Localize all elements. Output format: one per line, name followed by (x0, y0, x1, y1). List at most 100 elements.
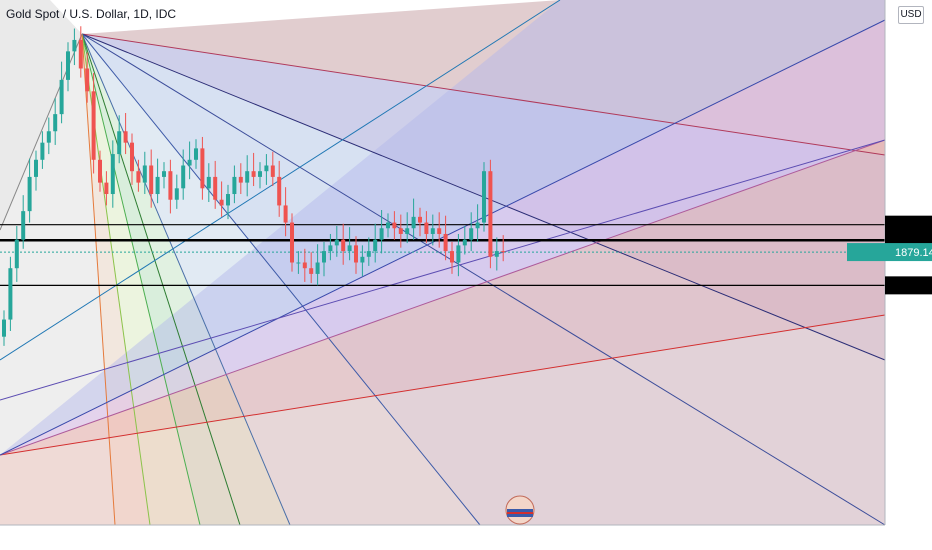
candle-body (475, 222, 480, 229)
flag-stripe (507, 512, 533, 514)
price-label-box (885, 276, 932, 295)
fan-ray (0, 139, 886, 456)
candle-body (21, 211, 26, 240)
last-price-label: 1879.14 (895, 247, 932, 259)
events-badge[interactable] (505, 495, 535, 525)
candle-body (405, 228, 410, 234)
candle-body (78, 39, 83, 69)
candle-body (91, 91, 96, 160)
candle-body (398, 228, 403, 234)
price-axis-background (885, 0, 932, 550)
candle-body (213, 176, 218, 200)
fan-ray (81, 33, 481, 526)
candle-body (450, 251, 454, 263)
gann-fans (0, 0, 886, 526)
fan-ray (81, 33, 201, 526)
candle-body (283, 205, 288, 223)
candle-body (27, 176, 32, 212)
candle-body (219, 199, 224, 206)
candle-body (328, 245, 333, 252)
fan-ray (81, 33, 886, 526)
candle-body (469, 228, 474, 240)
fan-region (0, 0, 885, 455)
candle-body (162, 171, 166, 177)
fan-region (0, 34, 115, 525)
candle-body (488, 171, 493, 257)
candle-body (277, 176, 282, 206)
candle-body (347, 245, 352, 252)
candle-body (136, 171, 141, 183)
fan-ray (0, 19, 886, 456)
candle-body (149, 165, 154, 195)
candle-body (200, 148, 205, 189)
fan-region (0, 0, 82, 230)
price-label-box (885, 215, 932, 234)
time-axis[interactable] (0, 524, 885, 550)
candle-body (322, 251, 326, 263)
candle-body (494, 251, 499, 257)
candle-body (85, 68, 90, 92)
fan-ray (0, 314, 886, 456)
fan-ray (81, 33, 291, 526)
candle-body (462, 239, 467, 246)
candle-body (424, 222, 429, 234)
candle-body (232, 176, 237, 195)
candle-body (8, 268, 13, 320)
price-labels: 1879.14 (847, 215, 932, 295)
candle-body (360, 256, 365, 263)
candle-body (418, 216, 422, 223)
candle-body (130, 142, 134, 172)
currency-button[interactable]: USD (898, 6, 924, 24)
candle-body (411, 216, 416, 229)
candle-body (110, 154, 115, 195)
candle-body (334, 239, 339, 246)
candle-body (117, 131, 122, 155)
candle-body (66, 51, 70, 80)
fan-region (0, 315, 885, 525)
chart-title: Gold Spot / U.S. Dollar, 1D, IDC (6, 7, 177, 21)
candle-body (226, 194, 230, 206)
fan-ray (81, 33, 116, 526)
candle-body (34, 159, 38, 177)
candle-body (443, 233, 448, 252)
candle-body (168, 171, 173, 200)
candle-body (46, 131, 51, 143)
candle-body (53, 114, 58, 132)
candle-body (72, 39, 77, 52)
candle-body (309, 268, 314, 274)
candle-body (258, 171, 262, 177)
candle-body (251, 171, 256, 177)
candles (2, 26, 506, 346)
candle-body (270, 165, 275, 177)
candle-body (430, 228, 435, 234)
candle-body (238, 176, 243, 183)
candle-body (392, 222, 397, 229)
candle-body (187, 159, 192, 166)
candle-body (302, 262, 307, 269)
candle-body (437, 228, 442, 234)
candle-body (104, 182, 109, 195)
candle-body (341, 239, 346, 252)
candle-body (181, 165, 186, 189)
candle-body (174, 188, 179, 200)
fan-ray (81, 33, 886, 156)
symbol-label-box (847, 243, 885, 262)
price-axis[interactable] (884, 0, 932, 550)
candle-body (456, 245, 461, 263)
candle-body (245, 171, 250, 183)
fan-region (82, 0, 885, 155)
candle-body (501, 251, 506, 253)
candle-body (315, 262, 320, 274)
candle-body (206, 176, 211, 189)
candle-body (194, 148, 198, 160)
fan-ray (81, 33, 241, 526)
candle-body (123, 131, 128, 143)
time-axis-background (0, 525, 885, 550)
candle-body (40, 142, 45, 160)
candle-body (482, 171, 486, 223)
candle-body (366, 251, 371, 257)
last-price-box (885, 243, 932, 262)
candle-body (264, 165, 269, 172)
candle-body (2, 319, 6, 337)
